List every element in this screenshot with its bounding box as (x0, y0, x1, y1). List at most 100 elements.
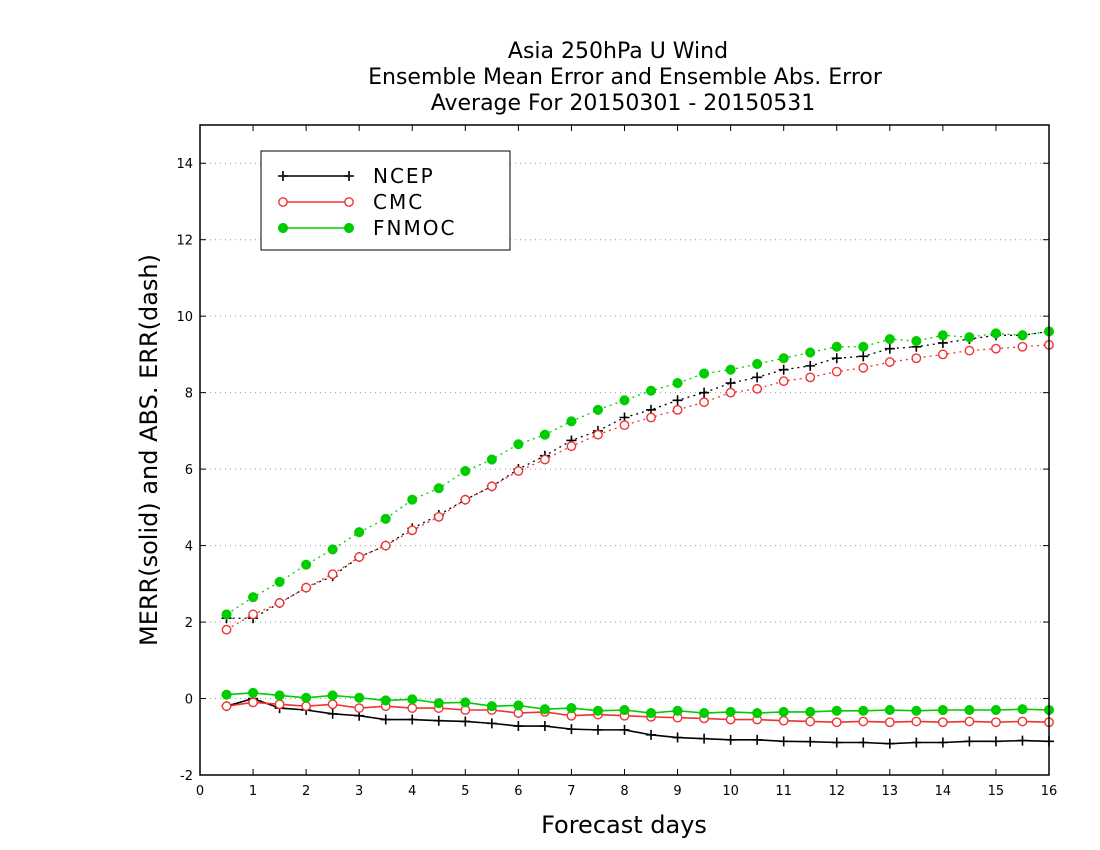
ncep-merr-point (566, 724, 577, 735)
cmc-merr-point (407, 703, 418, 713)
ncep-merr-point (699, 733, 710, 744)
fnmoc-merr-point (884, 704, 895, 716)
cmc-abs-err-point (460, 494, 471, 505)
fnmoc-merr-point (1017, 704, 1028, 715)
chart-title-line-3: Average For 20150301 - 20150531 (431, 91, 816, 116)
legend-item-fnmoc: FNMOC (277, 216, 454, 240)
x-tick-label: 6 (514, 784, 522, 799)
cmc-abs-err-point (433, 512, 444, 522)
ncep-merr-point (513, 721, 524, 732)
fnmoc-abs-err-point (301, 559, 312, 570)
fnmoc-abs-err-point (433, 483, 444, 494)
fnmoc-merr-point (301, 692, 312, 703)
fnmoc-merr-point (327, 690, 338, 701)
cmc-abs-err-point (778, 376, 789, 387)
cmc-abs-err-point (619, 420, 630, 431)
cmc-abs-err-point (699, 397, 709, 408)
fnmoc-abs-err-point (858, 341, 869, 352)
cmc-abs-err-point (937, 349, 948, 360)
y-tick-label: 12 (176, 234, 193, 249)
x-tick-label: 13 (882, 784, 899, 799)
ncep-merr-point (752, 734, 763, 745)
cmc-merr-point (778, 715, 789, 726)
chart-title-line-2: Ensemble Mean Error and Ensemble Abs. Er… (368, 65, 883, 90)
fnmoc-merr-point (566, 703, 577, 714)
ncep-merr-point (407, 714, 418, 725)
fnmoc-merr-point (725, 706, 736, 717)
fnmoc-merr-point (354, 692, 365, 703)
fnmoc-abs-err-point (619, 395, 630, 406)
cmc-merr-point (858, 716, 869, 727)
fnmoc-merr-point (964, 704, 975, 716)
y-tick-label: 4 (185, 540, 193, 555)
ncep-merr-point (592, 724, 603, 735)
ncep-abs-err-point (805, 360, 816, 371)
fnmoc-merr-point (380, 695, 391, 706)
fnmoc-abs-err-point (778, 353, 789, 364)
x-tick-label: 5 (461, 784, 469, 799)
fnmoc-merr-point (407, 694, 418, 705)
legend-marker (278, 171, 288, 181)
x-tick-label: 12 (828, 784, 845, 799)
cmc-abs-err-point (884, 357, 895, 367)
cmc-abs-err-point (646, 412, 656, 423)
ncep-abs-err-point (884, 343, 895, 354)
cmc-abs-err-point (752, 383, 763, 394)
cmc-merr-point (937, 717, 948, 728)
x-tick-label: 14 (935, 784, 952, 799)
legend-marker (344, 171, 354, 181)
fnmoc-abs-err-point (964, 332, 975, 343)
cmc-abs-err-point (964, 345, 975, 356)
fnmoc-abs-err-point (380, 513, 391, 524)
cmc-abs-err-point (274, 598, 285, 608)
ncep-abs-err-point (725, 378, 736, 389)
fnmoc-abs-err-point (274, 576, 285, 587)
legend-marker (277, 222, 289, 234)
cmc-abs-err-line (226, 344, 1050, 631)
fnmoc-abs-err-point (645, 385, 657, 396)
x-axis-label: Forecast days (541, 811, 707, 839)
ncep-merr-point (778, 736, 789, 747)
y-tick-label: 6 (185, 463, 193, 478)
legend-marker (343, 222, 355, 234)
fnmoc-abs-err-point (221, 609, 232, 620)
cmc-abs-err-point (248, 609, 258, 620)
x-tick-label: 9 (673, 784, 681, 799)
fnmoc-merr-point (831, 705, 842, 716)
legend-marker (344, 197, 354, 207)
fnmoc-abs-err-point (539, 429, 550, 440)
cmc-abs-err-point (327, 569, 338, 580)
chart-title-line-1: Asia 250hPa U Wind (508, 39, 728, 64)
y-tick-label: -2 (180, 769, 193, 784)
x-tick-label: 0 (196, 784, 204, 799)
ncep-merr-point (672, 732, 683, 743)
series-fnmoc (221, 326, 1055, 719)
cmc-merr-point (248, 697, 258, 708)
x-tick-label: 8 (620, 784, 628, 799)
cmc-abs-err-point (672, 404, 683, 415)
cmc-merr-point (274, 699, 285, 710)
fnmoc-abs-err-point (725, 364, 736, 375)
fnmoc-merr-point (486, 701, 497, 712)
ncep-abs-err-line (226, 330, 1050, 619)
ncep-merr-point (964, 736, 975, 747)
cmc-abs-err-point (911, 353, 922, 364)
fnmoc-merr-point (752, 708, 763, 719)
cmc-merr-point (964, 716, 975, 727)
legend-item-ncep: NCEP (278, 164, 433, 188)
cmc-merr-point (221, 701, 232, 712)
ncep-merr-point (539, 721, 550, 732)
cmc-abs-err-point (354, 552, 365, 562)
cmc-abs-err-point (566, 441, 577, 452)
fnmoc-merr-point (778, 706, 789, 717)
fnmoc-abs-err-point (1017, 330, 1028, 341)
fnmoc-abs-err-point (831, 341, 842, 352)
ncep-merr-point (725, 734, 736, 745)
legend-box (260, 150, 511, 251)
fnmoc-abs-err-point (248, 592, 259, 603)
x-tick-label: 1 (249, 784, 257, 799)
x-tick-label: 10 (722, 784, 739, 799)
ncep-merr-point (327, 708, 338, 719)
cmc-abs-err-point (858, 362, 869, 373)
